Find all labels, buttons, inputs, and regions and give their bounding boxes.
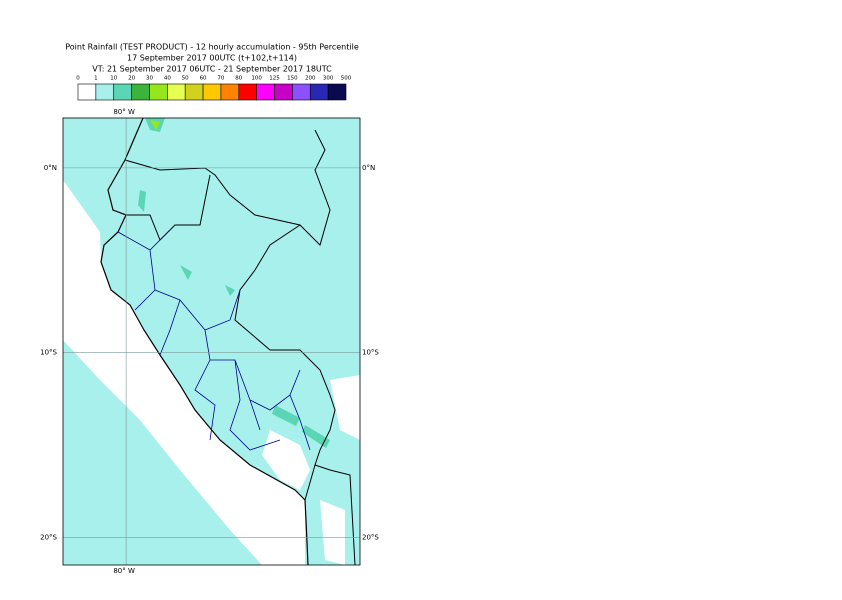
- legend-swatch: [95, 83, 115, 101]
- legend-label: 80: [235, 76, 242, 82]
- legend-label: 125: [269, 76, 280, 82]
- title-line: Point Rainfall (TEST PRODUCT) - 12 hourl…: [65, 43, 359, 52]
- parallel-label: 10°S: [40, 349, 57, 357]
- dry-area: [63, 180, 305, 565]
- legend-swatch: [77, 83, 97, 101]
- coastline: [100, 118, 309, 565]
- legend-label: 0: [76, 76, 80, 82]
- legend-label: 100: [251, 76, 262, 82]
- legend: 0 1 10 20 30 40 50 60 70 80 100 125 150 200 300 500: [76, 76, 352, 101]
- legend-swatch: [220, 83, 240, 101]
- wet-area: [150, 120, 160, 130]
- legend-swatch: [167, 83, 186, 101]
- legend-swatch: [256, 83, 275, 101]
- legend-label: 1: [94, 76, 98, 82]
- legend-label: 10: [110, 76, 117, 82]
- legend-label: 500: [341, 76, 352, 82]
- legend-label: 150: [287, 76, 298, 82]
- legend-swatch: [309, 83, 329, 101]
- legend-swatch: [274, 83, 293, 101]
- legend-swatch: [113, 83, 132, 101]
- title-line: 17 September 2017 00UTC (t+102,t+114): [127, 54, 297, 63]
- legend-label: 40: [164, 76, 171, 82]
- parallel-label: 10°S: [362, 349, 379, 357]
- legend-label: 60: [200, 76, 207, 82]
- legend-swatch: [327, 83, 347, 101]
- title-line: VT: 21 September 2017 06UTC - 21 Septemb…: [92, 65, 332, 74]
- parallel-label: 0°N: [362, 164, 375, 172]
- legend-label: 70: [217, 76, 224, 82]
- dry-area: [262, 375, 360, 565]
- meridian-label: 80° W: [113, 108, 135, 116]
- parallel-label: 20°S: [40, 533, 57, 541]
- legend-swatch: [184, 83, 204, 101]
- legend-swatch: [131, 83, 150, 101]
- legend-label: 300: [323, 76, 334, 82]
- legend-label: 20: [128, 76, 135, 82]
- header: Point Rainfall (TEST PRODUCT) - 12 hourl…: [65, 43, 359, 74]
- legend-label: 50: [182, 76, 189, 82]
- map: 80° W 80° W 0°N 0°N 10°S 10°S 20°S 20°S: [40, 108, 379, 575]
- map-frame: [62, 117, 361, 566]
- parallel-label: 0°N: [44, 164, 57, 172]
- parallel-label: 20°S: [362, 533, 379, 541]
- legend-swatch: [292, 83, 311, 101]
- legend-swatch: [202, 83, 222, 101]
- legend-swatch: [238, 83, 257, 101]
- legend-swatch: [149, 83, 168, 101]
- graticule: 80° W 80° W 0°N 0°N 10°S 10°S 20°S 20°S: [40, 108, 379, 575]
- meridian-label: 80° W: [113, 567, 135, 575]
- country-border: [124, 129, 356, 565]
- legend-label: 200: [305, 76, 316, 82]
- region-border: [117, 229, 311, 451]
- legend-label: 30: [146, 76, 153, 82]
